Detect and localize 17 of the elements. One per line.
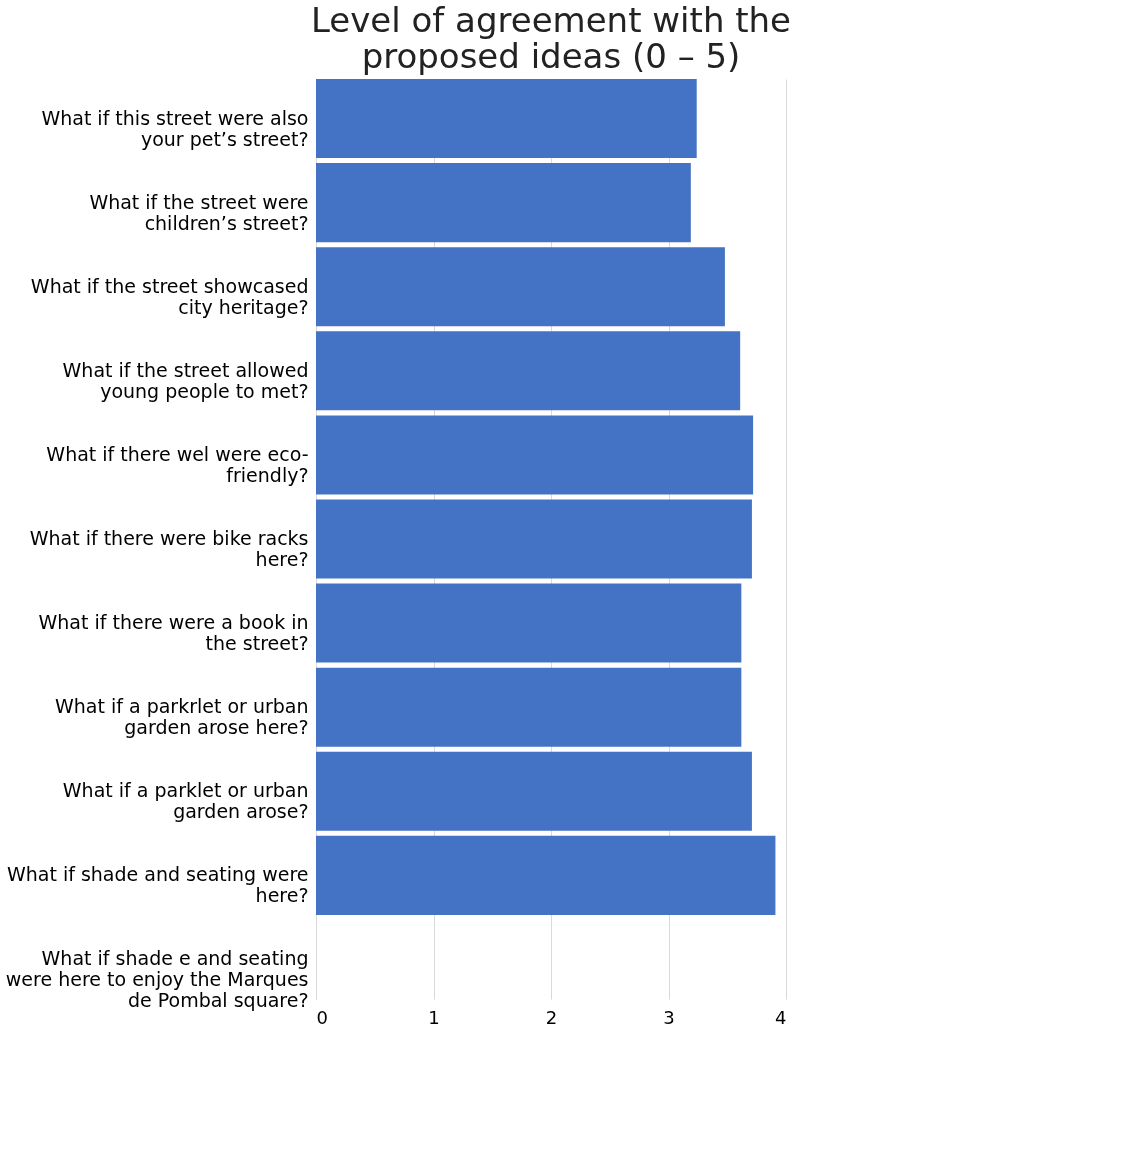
y-tick-label: What if the street showcased city heritage? bbox=[30, 274, 309, 318]
x-tick-label: 3 bbox=[663, 1006, 675, 1028]
y-tick-label: What if shade e and seating were here to enjoy the Marques de Pombal square? bbox=[5, 947, 309, 1012]
x-tick-label: 0 bbox=[316, 1006, 328, 1028]
y-tick-label: What if shade and seating were here? bbox=[6, 863, 309, 907]
y-tick-label: What if there wel were eco-friendly? bbox=[46, 442, 309, 486]
y-tick-label: What if there were a book in the street? bbox=[38, 611, 309, 655]
y-tick-label: What if this street were also your pet’s street? bbox=[41, 106, 309, 150]
y-tick-label: What if a parklet or urban garden arose? bbox=[62, 779, 309, 823]
x-tick-label: 1 bbox=[428, 1006, 440, 1028]
y-tick-label: What if the street were children’s street? bbox=[89, 190, 309, 234]
x-tick-label: 2 bbox=[545, 1006, 558, 1028]
y-tick-label: What if the street allowed young people to met? bbox=[62, 358, 309, 402]
chart-title: Level of agreement with the proposed ideas (0 – 5) bbox=[310, 0, 792, 76]
x-tick-label: 4 bbox=[775, 1006, 787, 1028]
y-tick-label: What if there were bike racks here? bbox=[29, 527, 309, 570]
y-tick-label: What if a parkrlet or urban garden arose here? bbox=[54, 695, 309, 739]
